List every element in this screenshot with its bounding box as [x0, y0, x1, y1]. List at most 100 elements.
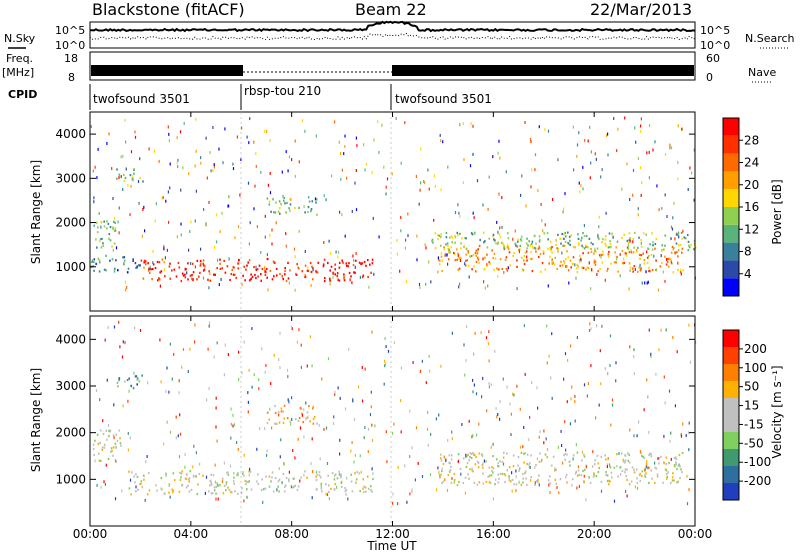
data-region-3 [241, 470, 374, 494]
colorbar-tick-label: 100 [744, 361, 767, 375]
x-tick-label: 04:00 [174, 527, 209, 541]
colorbar-swatch [723, 171, 739, 190]
data-region-0 [93, 220, 117, 249]
data-region-6 [437, 244, 684, 274]
cpid-segment-2: rbsp-tou 210 [244, 84, 321, 98]
colorbar-swatch [723, 330, 739, 347]
colorbar-tick-label: 50 [744, 380, 759, 394]
colorbar-swatch [723, 242, 739, 261]
power-scatter [90, 116, 697, 292]
nsearch-series [89, 32, 696, 41]
noise-left-tick-high: 10^5 [55, 24, 85, 37]
colorbar-tick-label: 20 [744, 178, 759, 192]
colorbar-swatch [723, 224, 739, 243]
data-region-7 [431, 231, 697, 252]
freq-bar-1 [91, 65, 243, 76]
colorbar-swatch [723, 207, 739, 225]
cpid-segment-3: twofsound 3501 [395, 92, 492, 106]
power-colorbar: 28 24 20 16 12 8 4 [722, 117, 759, 297]
x-tick-label: 00:00 [73, 527, 108, 541]
velocity-panel: 1000 2000 3000 4000 Slant Range [km] [29, 315, 697, 527]
x-tick-label: 20:00 [577, 527, 612, 541]
freq-left-tick-high: 18 [64, 52, 78, 65]
velocity-scatter [92, 320, 697, 506]
colorbar-swatch [723, 398, 739, 415]
freq-right-tick-high: 60 [706, 52, 720, 65]
y-tick-label: 4000 [55, 127, 86, 141]
colorbar-tick-label: -15 [744, 417, 764, 431]
data-region-2 [128, 470, 243, 496]
station-title: Blackstone (fitACF) [92, 0, 245, 19]
data-region-5 [438, 451, 684, 487]
data-region-3 [140, 258, 240, 283]
data-region-4 [242, 257, 374, 283]
freq-right-tick-low: 0 [706, 71, 713, 84]
colorbar-tick-label: -200 [744, 474, 771, 488]
x-tick-label: 08:00 [274, 527, 309, 541]
colorbar-tick-label: -50 [744, 436, 764, 450]
velocity-colorbar: 200 100 50 15 -15 -50 -100 -200 [722, 329, 771, 501]
colorbar-swatch [723, 432, 739, 449]
colorbar-swatch [723, 364, 739, 381]
data-region-4 [266, 404, 318, 426]
date-title: 22/Mar/2013 [590, 0, 692, 19]
data-region-2 [90, 254, 141, 274]
velocity-ylabel: Slant Range [km] [29, 368, 43, 472]
noise-right-tick-low: 10^0 [700, 39, 730, 52]
power-panel: 1000 2000 3000 4000 Slant Range [km] [29, 111, 697, 312]
y-tick-label: 3000 [55, 171, 86, 185]
colorbar-swatch [723, 118, 739, 136]
noise-left-tick-low: 10^0 [55, 39, 85, 52]
nave-label: Nave [748, 66, 776, 79]
y-tick-label: 2000 [55, 216, 86, 230]
freq-unit-label: [MHz] [2, 66, 34, 79]
colorbar-swatch [723, 415, 739, 432]
freq-panel: 18 8 60 0 [64, 51, 720, 84]
x-axis: 00:00 04:00 08:00 12:00 16:00 20:00 00:00 [73, 112, 713, 541]
colorbar-tick-label: 15 [744, 399, 759, 413]
nsky-series [90, 20, 696, 33]
y-tick-label: 2000 [55, 426, 86, 440]
data-region-5 [266, 196, 318, 216]
sparse-echoes [94, 320, 697, 506]
noise-panel: 10^5 10^0 10^5 10^0 [55, 20, 730, 52]
y-tick-label: 3000 [55, 379, 86, 393]
freq-label: Freq. [6, 52, 33, 65]
colorbar-swatch [723, 449, 739, 466]
colorbar-tick-label: 28 [744, 133, 759, 147]
colorbar-tick-label: 24 [744, 156, 759, 170]
colorbar-swatch [723, 466, 739, 483]
power-ylabel: Slant Range [km] [29, 160, 43, 264]
colorbar-swatch [723, 278, 739, 296]
x-tick-label: 00:00 [678, 527, 713, 541]
cpid-label: CPID [8, 88, 37, 101]
data-region-1 [116, 168, 144, 183]
colorbar-tick-label: 4 [744, 267, 752, 281]
colorbar-swatch [723, 483, 739, 500]
colorbar-swatch [723, 189, 739, 207]
sparse-echoes [90, 116, 696, 292]
data-region-1 [116, 374, 143, 390]
x-tick-label: 12:00 [375, 527, 410, 541]
y-tick-label: 4000 [55, 332, 86, 346]
freq-left-tick-low: 8 [68, 71, 75, 84]
colorbar-swatch [723, 381, 739, 398]
freq-bar-2 [392, 65, 694, 76]
data-region-0 [92, 429, 122, 462]
velocity-colorbar-label: Velocity [m s⁻¹] [770, 365, 784, 458]
colorbar-tick-label: 200 [744, 342, 767, 356]
beam-title: Beam 22 [355, 0, 427, 19]
colorbar-tick-label: -100 [744, 455, 771, 469]
colorbar-swatch [723, 153, 739, 172]
cpid-row: twofsound 3501 rbsp-tou 210 twofsound 35… [89, 84, 492, 110]
colorbar-swatch [723, 135, 739, 154]
colorbar-tick-label: 8 [744, 245, 752, 259]
nsearch-label: N.Search [745, 32, 795, 45]
colorbar-swatch [723, 260, 739, 279]
colorbar-tick-label: 12 [744, 222, 759, 236]
x-tick-label: 16:00 [476, 527, 511, 541]
colorbar-tick-label: 16 [744, 200, 759, 214]
y-tick-label: 1000 [55, 260, 86, 274]
y-tick-label: 1000 [55, 472, 86, 486]
